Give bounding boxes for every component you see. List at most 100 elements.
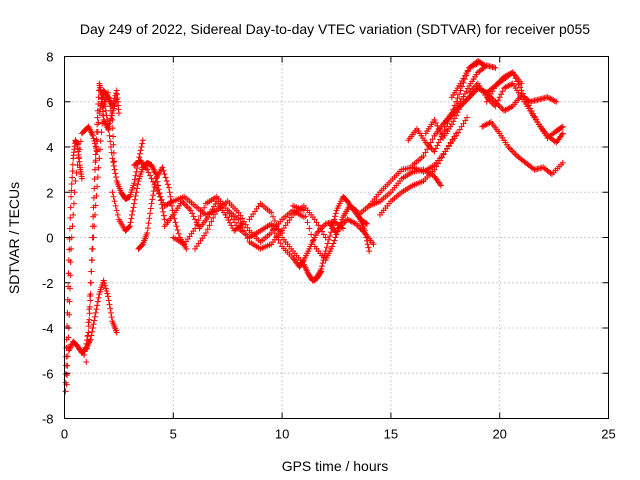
data-point (531, 113, 538, 120)
data-point (193, 221, 200, 228)
data-point (104, 290, 111, 297)
data-point (110, 100, 117, 107)
data-point (487, 90, 494, 97)
data-point (509, 148, 516, 155)
data-point (69, 168, 76, 175)
y-tick-label: 0 (46, 231, 53, 246)
data-point (87, 279, 94, 286)
data-point (148, 200, 155, 207)
data-point (508, 147, 515, 154)
data-point (82, 344, 89, 351)
data-point (133, 168, 140, 175)
data-point (139, 137, 146, 144)
data-point (486, 93, 493, 100)
data-point (133, 189, 140, 196)
data-point (99, 94, 106, 101)
data-point (458, 96, 465, 103)
data-point (109, 189, 116, 196)
data-point (434, 122, 441, 129)
y-tick-label: -6 (42, 366, 54, 381)
data-point (111, 198, 118, 205)
data-point (91, 176, 98, 183)
data-point (331, 216, 338, 223)
data-point (235, 216, 242, 223)
x-axis-label: GPS time / hours (282, 458, 389, 474)
data-point (96, 155, 103, 162)
data-point (94, 302, 101, 309)
data-point (173, 223, 180, 230)
data-point (149, 192, 156, 199)
data-point (300, 207, 307, 214)
data-point (326, 232, 333, 239)
data-point (67, 272, 74, 279)
data-point (448, 121, 455, 128)
data-point (437, 128, 444, 135)
data-point (76, 146, 83, 153)
data-point (429, 136, 436, 143)
data-point (453, 98, 460, 105)
data-point (161, 171, 168, 178)
data-point (107, 103, 114, 110)
data-point (106, 98, 113, 105)
data-point (107, 138, 114, 145)
data-point (337, 219, 344, 226)
data-point (241, 218, 248, 225)
data-point (362, 231, 369, 238)
data-point (74, 162, 81, 169)
data-point (90, 321, 97, 328)
data-point (332, 210, 339, 217)
data-point (83, 340, 90, 347)
data-point (70, 211, 77, 218)
data-point (93, 147, 100, 154)
data-point (112, 202, 119, 209)
data-point (514, 78, 521, 85)
data-point (460, 75, 467, 82)
data-point (107, 107, 114, 114)
data-point (309, 237, 316, 244)
data-point (160, 167, 167, 174)
data-point (363, 220, 370, 227)
data-point (321, 254, 328, 261)
data-point (103, 112, 110, 119)
data-point (559, 123, 566, 130)
data-point (72, 177, 79, 184)
data-point (331, 237, 338, 244)
data-point (145, 220, 152, 227)
data-point (115, 110, 122, 117)
data-point (553, 98, 560, 105)
data-point (107, 115, 114, 122)
data-point (361, 227, 368, 234)
data-point (241, 227, 248, 234)
data-point (159, 164, 166, 171)
data-point (152, 184, 159, 191)
series-track-06 (83, 89, 118, 365)
data-point (456, 126, 463, 133)
data-point (98, 129, 105, 136)
series-track-29 (479, 119, 566, 178)
data-point (97, 102, 104, 109)
data-point (244, 235, 251, 242)
data-point (197, 213, 204, 220)
data-point (144, 166, 151, 173)
series-track-22 (377, 114, 471, 218)
data-point (161, 216, 168, 223)
data-point (186, 205, 193, 212)
data-point (131, 200, 138, 207)
data-point (105, 94, 112, 101)
data-point (113, 329, 120, 336)
data-point (88, 268, 95, 275)
data-point (199, 208, 206, 215)
data-point (91, 211, 98, 218)
data-point (97, 146, 104, 153)
data-point (210, 214, 217, 221)
x-tick-label: 20 (492, 427, 506, 442)
data-point (235, 209, 242, 216)
data-point (239, 223, 246, 230)
data-point (532, 116, 539, 123)
data-point (174, 226, 181, 233)
data-point (464, 85, 471, 92)
data-point (66, 285, 73, 292)
data-point (242, 231, 249, 238)
data-point (112, 170, 119, 177)
data-point (67, 204, 74, 211)
